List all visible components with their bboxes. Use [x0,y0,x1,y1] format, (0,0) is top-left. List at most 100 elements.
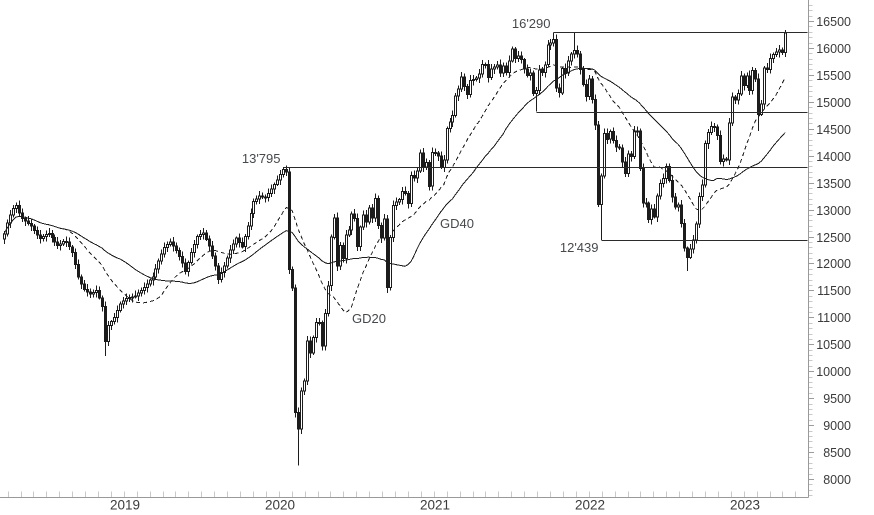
candle-body [404,191,407,194]
candle-body [261,195,264,198]
candle-body [564,67,567,74]
candle-body [731,96,734,124]
candle-body [428,162,431,187]
level-label-13795: 13'795 [242,151,281,166]
candle-body [642,168,645,204]
candle-body [707,131,710,145]
candle-body [686,247,689,258]
candle-body [149,279,152,285]
candle-body [496,64,499,68]
candle-body [321,322,324,347]
candle-body [603,133,606,177]
y-axis-label: 16500 [816,15,851,29]
candle-body [665,166,668,180]
candle-body [440,155,443,168]
axes [0,0,809,498]
candle-body [232,243,235,251]
y-axis-label: 8500 [823,446,851,460]
candle-body [59,243,62,247]
candle-body [754,70,757,80]
candle-body [549,42,552,46]
candle-body [538,69,541,92]
candle-body [585,84,588,97]
candle-body [98,289,101,299]
y-axis-label: 8000 [823,473,851,487]
candle-body [220,272,223,281]
gd20-label: GD20 [352,311,386,326]
y-axis: 8000 8500 9000 9500 10000 10500 11000 11500 1200… [809,5,851,496]
candle-body [639,130,642,169]
x-axis-year-label: 2021 [420,498,450,513]
candle-body [134,295,137,298]
candle-body [392,204,395,239]
candle-body [704,143,707,186]
y-axis-label: 10000 [816,365,851,379]
candle-body [478,73,481,79]
candle-body [80,276,83,285]
candle-body [751,70,754,91]
candle-body [775,51,778,55]
candle-body [353,213,356,219]
candle-body [454,95,457,116]
candle-body [511,48,514,62]
candle-body [656,195,659,218]
y-axis-label: 14000 [816,150,851,164]
candle-body [734,96,737,101]
candle-body [119,303,122,311]
candle-body [74,252,77,266]
candle-body [312,337,315,354]
candle-body [520,55,523,61]
candle-body [48,232,51,235]
candle-body [128,296,131,299]
candle-body [196,236,199,246]
candle-body [781,49,784,53]
candle-body [772,53,775,59]
candle-body [766,67,769,71]
candle-body [434,152,437,155]
candle-body [241,242,244,248]
candle-body [324,312,327,347]
x-axis-year-label: 2020 [265,498,295,513]
candle-body [386,218,389,288]
candle-body [615,139,618,148]
level-lines: 16'290 13'795 12'439 [242,16,808,255]
candle-body [51,232,54,239]
candle-body [205,232,208,240]
candle-body [327,285,330,314]
candle-body [294,287,297,414]
candle-body [53,237,56,243]
candle-body [86,288,89,293]
candle-body [591,78,594,101]
y-axis-label: 13000 [816,204,851,218]
candle-body [600,175,603,206]
candle-body [544,64,547,74]
candle-body [719,135,722,162]
candle-body [345,234,348,260]
candle-body [582,68,585,86]
candle-body [154,268,157,278]
candle-body [45,233,48,238]
candle-body [62,240,65,245]
y-axis-label: 12000 [816,257,851,271]
candle-body [125,298,128,302]
candle-body [674,196,677,208]
candle-body [36,230,39,236]
candle-body [680,204,683,225]
gd40-label: GD40 [440,216,474,231]
candle-body [716,126,719,137]
candle-body [552,38,555,44]
candle-body [529,72,532,76]
candle-body [116,309,119,318]
candle-body [547,44,550,66]
candle-body [226,257,229,267]
candle-body [437,152,440,157]
candle-body [12,208,15,216]
candle-body [95,289,98,294]
candle-body [297,412,300,430]
candle-body [597,124,600,205]
candle-body [558,87,561,94]
candle-body [122,300,125,305]
candle-body [425,162,428,168]
candle-body [101,297,104,308]
